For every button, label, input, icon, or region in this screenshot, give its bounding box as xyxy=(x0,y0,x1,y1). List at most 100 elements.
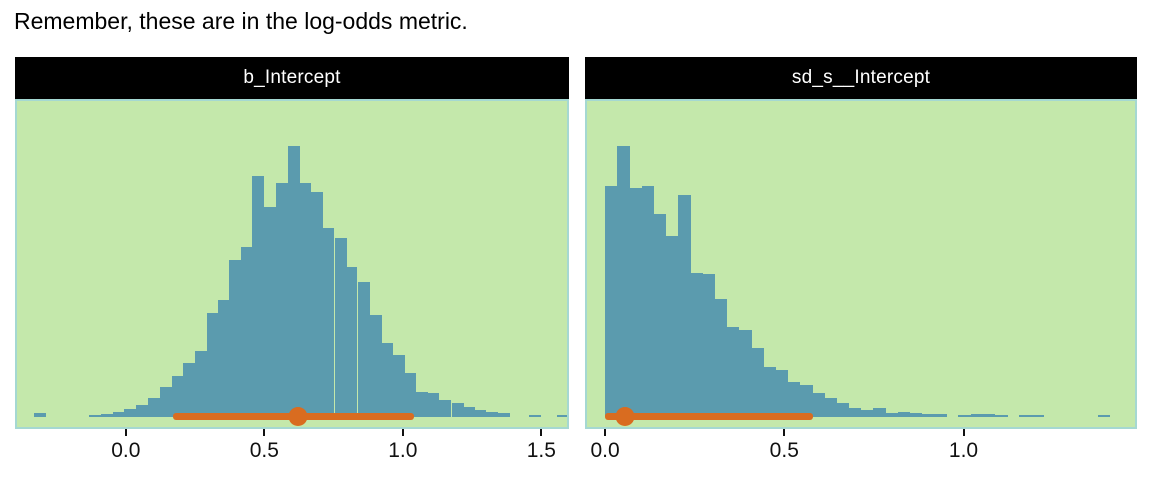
histogram-bar xyxy=(287,146,300,417)
histogram-bar xyxy=(240,247,253,417)
x-axis: 0.0 0.5 1.0 xyxy=(585,429,1137,469)
histogram-bar xyxy=(653,214,667,417)
histogram-bar xyxy=(800,385,813,417)
axis-tick-label: 0.5 xyxy=(769,439,799,462)
axis-tick-mark xyxy=(263,429,266,436)
histogram-bar xyxy=(678,195,691,417)
histogram-bar xyxy=(182,363,195,417)
histogram-bar xyxy=(702,274,716,417)
credible-interval-line xyxy=(605,413,813,420)
panels-row: b_Intercept 0.0 0.5 1.0 1.5 sd_s__Intercept… xyxy=(15,57,1137,469)
histogram-bar xyxy=(88,415,101,417)
histogram-bar xyxy=(135,405,148,417)
histogram-bar xyxy=(171,376,184,417)
facet-strip: sd_s__Intercept xyxy=(585,57,1137,99)
histogram-bar xyxy=(885,413,898,417)
axis-tick-mark xyxy=(124,429,127,436)
histogram-bar xyxy=(1031,415,1045,417)
axis-tick-label: 1.0 xyxy=(388,439,418,462)
axis-tick-mark xyxy=(540,429,543,436)
histogram-bar xyxy=(970,414,984,417)
histogram-bar xyxy=(357,282,370,417)
histogram-bar xyxy=(836,403,850,417)
histogram-bar xyxy=(1097,415,1111,417)
histogram-bar xyxy=(123,409,136,417)
histogram-bar xyxy=(392,355,405,417)
histogram-bar xyxy=(159,387,172,417)
histogram-bar xyxy=(251,176,264,417)
histogram-bar xyxy=(147,398,160,417)
histogram-bar xyxy=(751,348,764,417)
histogram-bar xyxy=(369,315,382,417)
histogram-bar xyxy=(33,413,46,417)
point-estimate-dot xyxy=(615,407,635,426)
histogram-bar xyxy=(605,186,618,417)
facet-strip-label: sd_s__Intercept xyxy=(791,67,931,88)
histogram-bar xyxy=(873,408,886,417)
histogram-bar xyxy=(463,407,476,417)
histogram-bar xyxy=(726,327,740,417)
histogram-bar xyxy=(958,415,971,417)
histogram-bar xyxy=(310,192,323,417)
histogram-bar xyxy=(666,236,679,417)
histogram-bar xyxy=(775,370,789,417)
histogram-bar xyxy=(934,414,947,417)
histogram-bar xyxy=(100,414,113,417)
histogram-bar xyxy=(404,373,417,417)
histogram-bar xyxy=(486,412,499,417)
histogram-bar xyxy=(416,392,429,417)
histogram-bar xyxy=(763,367,777,417)
histogram-bar xyxy=(1019,415,1032,417)
axis-tick-label: 0.0 xyxy=(111,439,141,462)
histogram-bar xyxy=(739,330,752,417)
histogram-bar xyxy=(217,300,230,417)
histogram-bar xyxy=(322,228,335,417)
histogram-bar xyxy=(439,400,452,417)
axis-tick-mark xyxy=(783,429,786,436)
histogram-bar xyxy=(861,410,874,417)
histogram-bar xyxy=(848,408,862,417)
axis-tick-label: 0.0 xyxy=(590,439,620,462)
histogram-bar xyxy=(498,413,511,417)
histogram-bar xyxy=(474,410,487,417)
point-estimate-dot xyxy=(288,407,308,426)
histogram-bar xyxy=(690,273,703,417)
histogram-bar xyxy=(982,414,996,417)
histogram-bar xyxy=(275,183,288,417)
histogram-bar xyxy=(824,398,837,417)
histogram-bar xyxy=(629,188,642,417)
panel-b-intercept: b_Intercept 0.0 0.5 1.0 1.5 xyxy=(15,57,570,469)
histogram-bar xyxy=(617,146,630,417)
panel-sd-s-intercept: sd_s__Intercept 0.0 0.5 1.0 xyxy=(585,57,1137,469)
histogram-bar xyxy=(714,299,728,417)
histogram-bar xyxy=(380,343,393,417)
axis-tick-label: 1.5 xyxy=(526,439,556,462)
axis-tick-label: 0.5 xyxy=(249,439,279,462)
histogram-bar xyxy=(228,260,241,417)
histogram-bar xyxy=(334,238,347,417)
histogram-bar xyxy=(206,313,219,417)
histogram-bar xyxy=(345,267,358,417)
histogram-bar xyxy=(641,186,655,417)
plot-area xyxy=(15,99,570,429)
histogram-bar xyxy=(909,413,923,417)
histogram-bar xyxy=(263,207,276,417)
histogram-bar xyxy=(557,415,570,417)
histogram-bar xyxy=(194,351,207,417)
histogram-bar xyxy=(451,403,464,417)
axis-tick-label: 1.0 xyxy=(948,439,979,462)
x-axis: 0.0 0.5 1.0 1.5 xyxy=(15,429,569,469)
histogram-bar xyxy=(995,415,1008,417)
histogram-bar xyxy=(427,393,440,417)
histogram-bar xyxy=(921,414,935,417)
histogram-bar xyxy=(812,393,825,417)
facet-strip-label: b_Intercept xyxy=(243,67,341,88)
histogram-bar xyxy=(112,412,125,417)
axis-tick-mark xyxy=(604,429,607,436)
axis-tick-mark xyxy=(962,429,965,436)
histogram-bar xyxy=(299,183,312,417)
axis-tick-mark xyxy=(401,429,404,436)
plot-area xyxy=(585,99,1137,429)
facet-strip: b_Intercept xyxy=(15,57,569,99)
histogram-bar xyxy=(787,382,801,417)
